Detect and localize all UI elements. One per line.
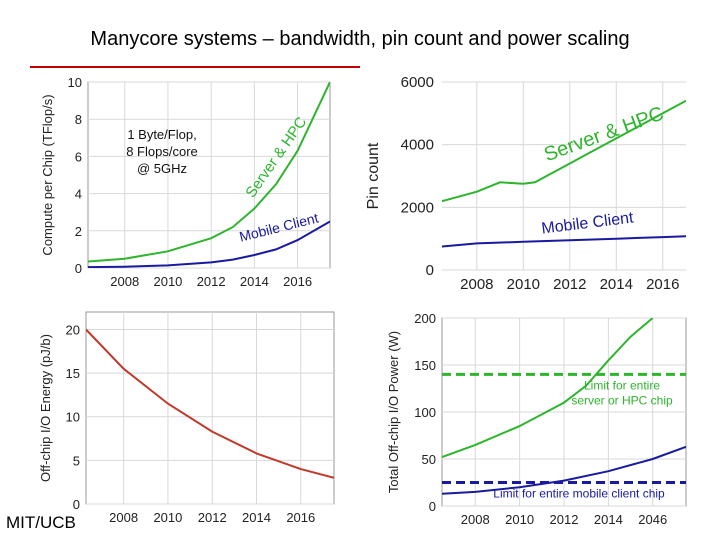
y-tick-label: 4	[75, 187, 82, 202]
x-tick-label: 2010	[505, 512, 534, 527]
x-tick-label: 2046	[638, 512, 667, 527]
x-tick-label: 2008	[109, 510, 138, 525]
y-tick-label: 8	[75, 112, 82, 127]
plot-area	[87, 81, 331, 269]
x-tick-label: 2010	[153, 274, 182, 289]
y-axis-label: Off-chip I/O Energy (pJ/b)	[38, 334, 53, 482]
chart-pins: 2008 2010 2012 2014 2016 0 2000 4000 6000 Pin cou…	[365, 74, 686, 293]
series-line	[442, 235, 686, 248]
annotation-text: 1 Byte/Flop,	[127, 127, 196, 142]
y-tick-label: 20	[66, 322, 80, 337]
x-tick-label: 2014	[240, 274, 269, 289]
y-tick-label: 4000	[401, 137, 434, 154]
y-tick-label: 0	[73, 497, 80, 512]
y-tick-label: 0	[75, 261, 82, 276]
x-tick-label: 2016	[283, 274, 312, 289]
x-tick-label: 2008	[460, 276, 493, 293]
series-line	[442, 99, 686, 203]
y-tick-label: 6	[75, 149, 82, 164]
limit-label: Limit for entire	[584, 378, 660, 392]
x-tick-label: 2008	[461, 512, 490, 527]
x-tick-label: 2012	[553, 276, 586, 293]
y-axis-label: Total Off-chip I/O Power (W)	[386, 331, 401, 493]
y-tick-label: 150	[414, 358, 436, 373]
limit-label: Limit for entire mobile client chip	[493, 487, 665, 501]
x-tick-label: 2014	[594, 512, 623, 527]
y-tick-label: 5	[73, 453, 80, 468]
chart-compute: 2008 2010 2012 2014 2016 0 2 4 6 8 10 Compute per C…	[40, 75, 331, 289]
title-divider	[30, 66, 360, 68]
y-tick-label: 50	[422, 452, 436, 467]
plot-area	[85, 311, 335, 505]
x-tick-label: 2012	[198, 510, 227, 525]
y-tick-label: 100	[414, 405, 436, 420]
limit-label: server or HPC chip	[571, 393, 673, 407]
x-tick-label: 2014	[600, 276, 633, 293]
slide-title: Manycore systems – bandwidth, pin count …	[90, 28, 630, 50]
series-line	[442, 445, 686, 495]
y-tick-label: 2000	[401, 199, 434, 216]
series-line	[86, 328, 334, 479]
y-tick-label: 15	[66, 366, 80, 381]
annotation-text: @ 5GHz	[137, 161, 187, 176]
x-tick-label: 2010	[153, 510, 182, 525]
x-tick-label: 2012	[550, 512, 579, 527]
y-tick-label: 10	[66, 410, 80, 425]
series-line	[442, 318, 654, 459]
x-tick-label: 2008	[110, 274, 139, 289]
x-tick-label: 2012	[197, 274, 226, 289]
y-tick-label: 0	[429, 499, 436, 514]
x-tick-label: 2016	[286, 510, 315, 525]
footer-label: MIT/UCB	[6, 513, 76, 532]
y-tick-label: 2	[75, 224, 82, 239]
series-line	[88, 82, 330, 263]
x-tick-label: 2010	[507, 276, 540, 293]
annotation-text: 8 Flops/core	[126, 144, 198, 159]
y-tick-label: 0	[426, 262, 434, 279]
x-tick-label: 2014	[242, 510, 271, 525]
y-tick-label: 10	[68, 75, 82, 90]
chart-power: 2008 2010 2012 2014 2046 0 50 100 150 200 Total Of…	[386, 311, 687, 527]
y-axis-label: Pin count	[365, 142, 382, 209]
x-tick-label: 2016	[646, 276, 679, 293]
y-axis-label: Compute per Chip (TFlop/s)	[40, 94, 55, 255]
y-tick-label: 6000	[401, 74, 434, 91]
chart-energy: 2008 2010 2012 2014 2016 0 5 10 15 20 Off-chip I/O…	[38, 311, 335, 525]
y-tick-label: 200	[414, 311, 436, 326]
series-line	[88, 220, 330, 268]
